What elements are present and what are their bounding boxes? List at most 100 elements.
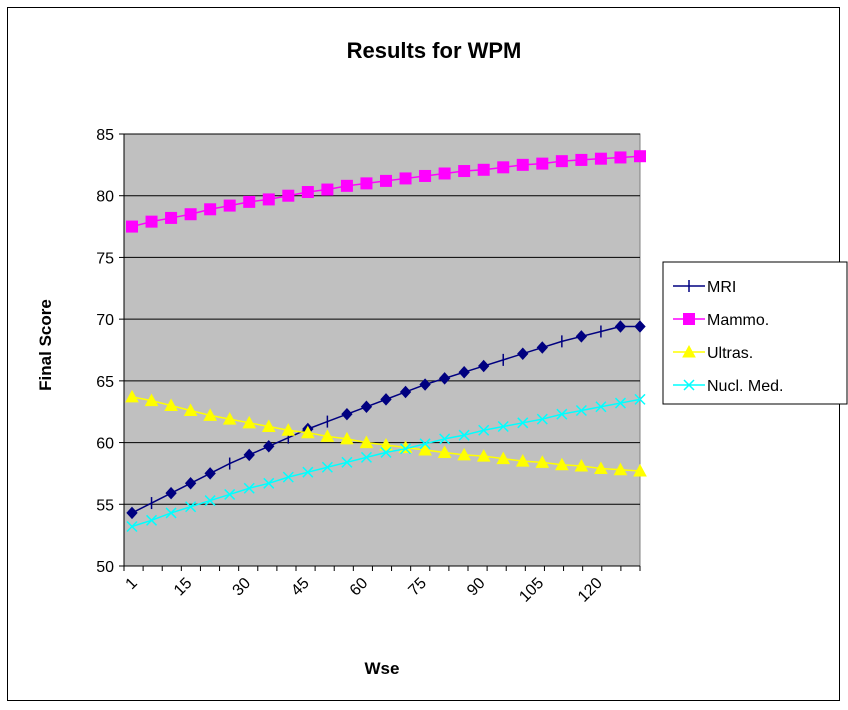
data-point bbox=[497, 161, 510, 174]
data-point bbox=[262, 193, 275, 206]
data-point bbox=[183, 403, 198, 416]
data-point bbox=[204, 495, 216, 507]
data-point bbox=[204, 467, 216, 480]
data-point bbox=[301, 425, 315, 439]
data-point bbox=[125, 389, 139, 403]
data-point bbox=[555, 155, 568, 168]
data-point bbox=[204, 203, 217, 216]
data-point bbox=[556, 408, 568, 420]
data-point bbox=[243, 482, 255, 494]
data-point bbox=[146, 514, 158, 526]
x-tick-label: 30 bbox=[230, 575, 255, 600]
data-point bbox=[536, 157, 549, 170]
y-tick-label: 70 bbox=[96, 312, 114, 329]
plot-area bbox=[123, 133, 641, 567]
y-axis-title: Final Score bbox=[36, 299, 55, 391]
data-point bbox=[458, 165, 471, 178]
y-tick-label: 75 bbox=[96, 250, 114, 267]
data-point bbox=[419, 169, 432, 182]
legend-marker bbox=[682, 344, 696, 358]
data-point bbox=[360, 451, 372, 463]
data-point bbox=[437, 445, 452, 458]
data-point bbox=[497, 420, 509, 433]
data-point bbox=[379, 437, 393, 451]
data-point bbox=[360, 400, 373, 414]
data-point bbox=[224, 488, 236, 500]
y-tick-label: 85 bbox=[96, 127, 114, 144]
data-point bbox=[360, 177, 373, 190]
x-tick-label: 15 bbox=[171, 575, 196, 600]
y-tick-label: 65 bbox=[96, 374, 114, 391]
data-point bbox=[165, 507, 177, 519]
data-point bbox=[614, 320, 627, 333]
data-point bbox=[165, 486, 177, 500]
data-point bbox=[458, 429, 470, 441]
data-point bbox=[242, 415, 257, 429]
legend-marker bbox=[683, 313, 695, 325]
x-tick-label: 90 bbox=[464, 575, 489, 600]
data-point bbox=[380, 446, 392, 458]
data-point bbox=[223, 199, 236, 212]
data-point bbox=[536, 413, 548, 425]
data-point bbox=[575, 330, 588, 343]
data-point bbox=[164, 398, 178, 412]
data-point bbox=[438, 167, 451, 180]
legend-marker bbox=[683, 379, 695, 391]
data-point bbox=[536, 341, 548, 354]
data-point bbox=[359, 435, 374, 449]
x-tick-label: 75 bbox=[405, 575, 430, 600]
data-point bbox=[282, 189, 295, 202]
data-point bbox=[399, 385, 412, 399]
legend-entry: MRI bbox=[707, 279, 736, 296]
data-point bbox=[165, 211, 178, 224]
y-tick-label: 60 bbox=[96, 436, 114, 453]
data-point bbox=[243, 195, 256, 208]
data-point bbox=[380, 174, 392, 187]
x-axis-title: Wse bbox=[365, 659, 400, 678]
x-tick-label: 120 bbox=[575, 575, 606, 606]
data-point bbox=[340, 431, 354, 445]
legend: MRI Mammo. Ultras. Nucl. Med. bbox=[662, 261, 848, 405]
data-point bbox=[263, 440, 275, 453]
data-point bbox=[594, 461, 608, 474]
data-point bbox=[419, 438, 431, 450]
data-point bbox=[380, 393, 392, 406]
data-point bbox=[517, 417, 529, 429]
chart-title: Results for WPM bbox=[347, 38, 522, 63]
data-point bbox=[575, 404, 587, 417]
data-point bbox=[400, 443, 412, 455]
data-point bbox=[634, 150, 646, 163]
data-point bbox=[419, 378, 431, 391]
data-point bbox=[222, 412, 237, 425]
data-point bbox=[399, 172, 412, 185]
data-point bbox=[185, 501, 197, 513]
data-point bbox=[126, 506, 138, 520]
data-point bbox=[144, 393, 159, 407]
data-point bbox=[418, 442, 432, 456]
x-tick-label: 45 bbox=[288, 575, 313, 600]
data-point bbox=[184, 208, 197, 221]
data-point bbox=[184, 477, 197, 490]
data-point bbox=[634, 320, 646, 333]
data-point bbox=[439, 433, 451, 445]
data-point bbox=[478, 359, 490, 373]
series-mammo bbox=[126, 150, 646, 233]
data-point bbox=[516, 158, 529, 171]
x-tick-label: 105 bbox=[516, 575, 547, 606]
data-point bbox=[575, 153, 588, 166]
data-point bbox=[145, 215, 158, 228]
series-mri bbox=[126, 320, 646, 520]
data-point bbox=[613, 462, 628, 476]
data-point bbox=[614, 397, 626, 409]
data-point bbox=[321, 183, 334, 196]
data-point bbox=[301, 186, 314, 199]
data-point bbox=[478, 424, 490, 436]
data-point bbox=[263, 477, 275, 489]
y-tick-label: 80 bbox=[96, 189, 114, 206]
data-point bbox=[574, 458, 589, 472]
data-point bbox=[203, 408, 217, 421]
data-point bbox=[341, 456, 353, 468]
data-point bbox=[340, 179, 353, 192]
data-point bbox=[614, 151, 627, 164]
x-tick-label: 1 bbox=[123, 575, 141, 593]
